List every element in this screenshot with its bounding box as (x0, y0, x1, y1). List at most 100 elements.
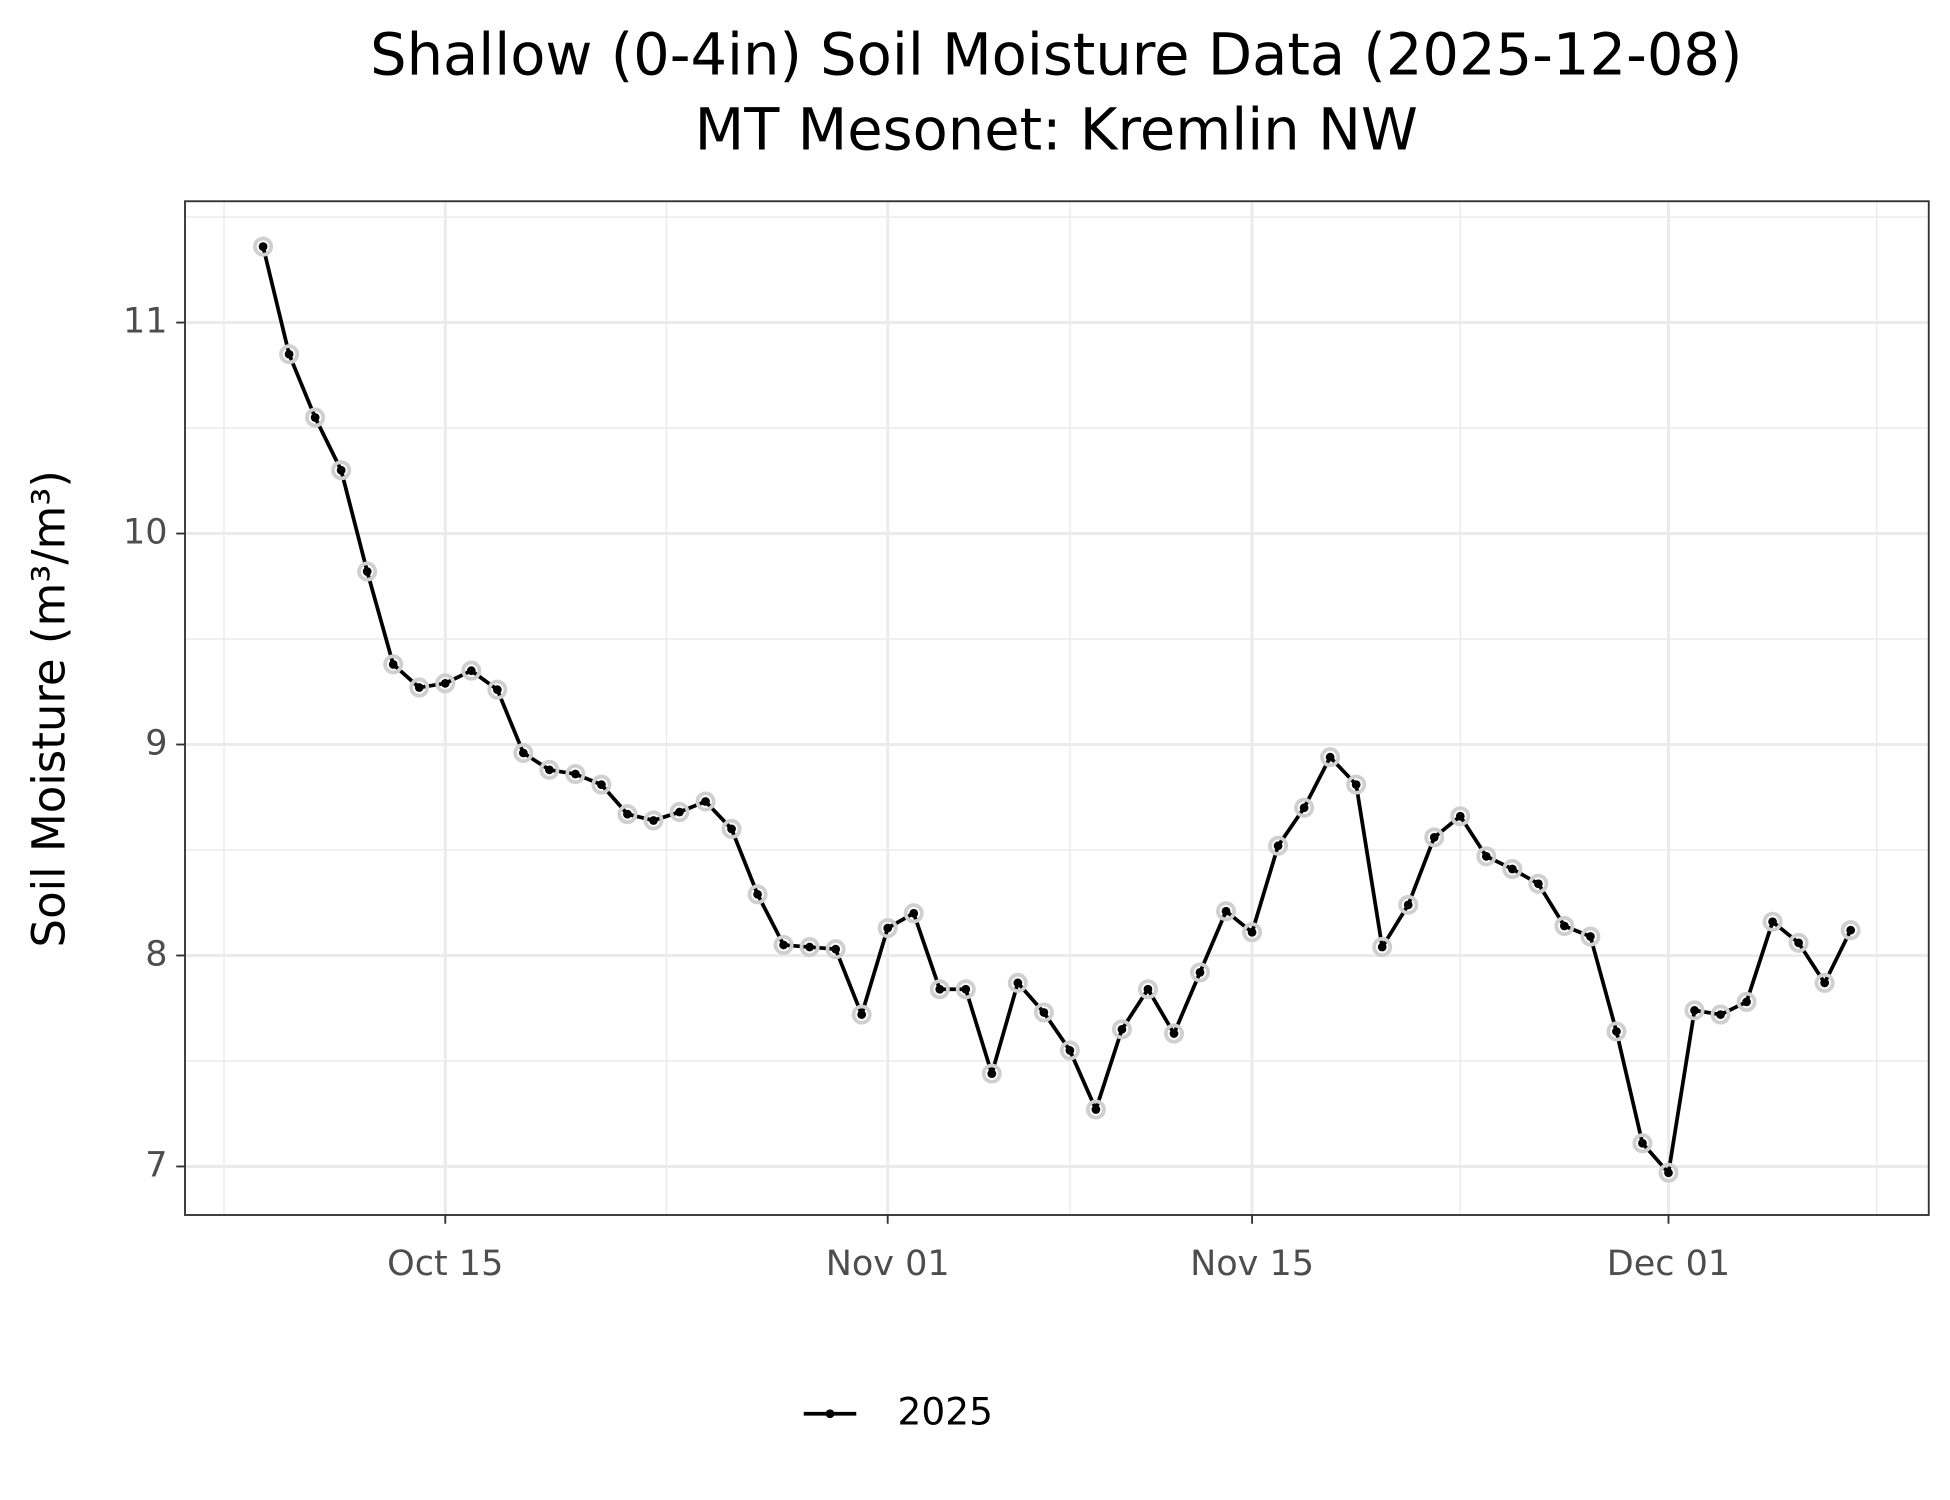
point-halo (643, 810, 664, 831)
point (1481, 851, 1491, 861)
point-halo (669, 802, 690, 823)
point-halo (929, 979, 950, 1000)
point (1273, 841, 1283, 851)
point (1351, 780, 1361, 789)
point-halo (565, 764, 586, 785)
point-halo (591, 774, 612, 795)
point-halo (1476, 846, 1497, 867)
point-halo (1684, 1000, 1705, 1021)
point (492, 685, 502, 695)
point-halo (1216, 901, 1237, 922)
point-halo (1033, 1002, 1054, 1023)
point (1169, 1029, 1179, 1038)
point-halo (513, 742, 534, 763)
point-halo (1658, 1162, 1679, 1183)
point (1377, 942, 1387, 952)
point-halo (1502, 858, 1523, 879)
point-halo (851, 1004, 872, 1025)
point (1716, 1010, 1725, 1019)
point-halo (1554, 915, 1575, 936)
panel-border (184, 200, 1930, 1216)
point (414, 683, 424, 692)
point-halo (1163, 1023, 1184, 1044)
y-tick-label: 10 (123, 513, 168, 553)
point-halo (955, 979, 976, 1000)
point (1039, 1008, 1049, 1017)
point (544, 765, 554, 775)
point-halo (1346, 774, 1367, 795)
x-tick-label: Dec 01 (1607, 1244, 1730, 1284)
point-halo (1528, 873, 1549, 894)
plot-marks (253, 236, 1861, 1183)
point-halo (1710, 1004, 1731, 1025)
point-halo (1242, 922, 1263, 943)
point (1768, 917, 1777, 927)
point-halo (747, 884, 768, 905)
point (1143, 984, 1153, 994)
point-halo (877, 918, 898, 939)
point (1612, 1027, 1621, 1036)
point-halo (773, 934, 794, 955)
point-halo (253, 236, 274, 257)
point-halo (1580, 926, 1601, 947)
point-halo (1398, 894, 1419, 915)
series-line (261, 246, 1853, 1175)
point-halo (1606, 1021, 1627, 1042)
point (961, 984, 971, 994)
point-halo (539, 759, 560, 780)
point (258, 242, 268, 251)
point (883, 923, 893, 933)
point (909, 908, 919, 918)
y-axis-label: Soil Moisture (m³/m³) (23, 470, 76, 947)
point (1560, 921, 1569, 931)
chart-subtitle: MT Mesonet: Kremlin NW (695, 96, 1418, 163)
point (1742, 997, 1751, 1007)
point (675, 807, 684, 817)
point (753, 889, 762, 899)
point-halo (1007, 972, 1028, 993)
point (571, 769, 580, 779)
point-halo (461, 660, 482, 681)
point (1221, 906, 1231, 916)
point-halo (1190, 962, 1211, 983)
point (1690, 1005, 1699, 1015)
point (649, 816, 658, 825)
point (1403, 900, 1413, 910)
point-halo (721, 818, 742, 839)
point-halo (1372, 937, 1393, 958)
point-halo (1788, 932, 1809, 953)
point (336, 465, 346, 475)
point (1065, 1046, 1075, 1055)
point-halo (1085, 1099, 1106, 1120)
point-halo (1814, 972, 1835, 993)
point (1507, 864, 1517, 874)
point-halo (279, 344, 300, 365)
point-halo (1111, 1019, 1132, 1040)
point (1455, 811, 1465, 821)
point (284, 349, 294, 359)
point-halo (1294, 797, 1315, 818)
point-halo (1762, 911, 1783, 932)
point (987, 1069, 997, 1079)
grid: 7 8 9 10 11 Oct 15 Nov 01 Nov 15 Dec 01 (123, 201, 1929, 1284)
point-halo (487, 679, 508, 700)
point-halo (981, 1063, 1002, 1084)
point-halo (383, 654, 404, 675)
point-halo (331, 460, 352, 481)
point (1117, 1024, 1127, 1034)
point (1195, 968, 1205, 977)
point (1586, 932, 1595, 941)
y-tick-label: 9 (145, 724, 167, 764)
point (1325, 752, 1335, 762)
point (1013, 978, 1023, 988)
point-halo (799, 937, 820, 958)
x-tick-label: Nov 15 (1190, 1244, 1314, 1284)
point (1846, 925, 1856, 935)
y-tick-label: 7 (145, 1145, 167, 1185)
y-tick-label: 11 (123, 302, 168, 342)
point (388, 659, 398, 669)
point-halo (1736, 991, 1757, 1012)
point (1091, 1105, 1101, 1114)
